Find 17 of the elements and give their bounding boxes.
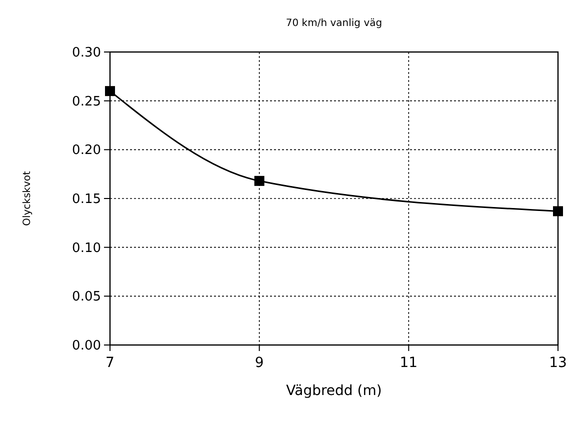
- y-tick-label: 0.30: [72, 46, 101, 61]
- y-tick-label: 0.20: [72, 143, 101, 158]
- x-tick-label: 7: [106, 355, 114, 371]
- x-tick-label: 11: [400, 355, 418, 371]
- y-axis-title: Olyckskvot: [22, 171, 33, 226]
- y-tick-label: 0.25: [72, 94, 101, 110]
- y-tick-label: 0.05: [72, 290, 101, 305]
- x-tick-label: 9: [254, 355, 264, 371]
- x-axis-title: Vägbredd (m): [286, 383, 382, 399]
- point: [105, 86, 115, 96]
- point: [553, 206, 563, 216]
- point: [254, 176, 264, 186]
- y-tick-label: 0.15: [72, 192, 101, 208]
- x-tick-label: 13: [549, 355, 567, 371]
- y-tick-label: 0.00: [72, 338, 101, 354]
- y-tick-label: 0.10: [72, 240, 101, 256]
- chart-title: 70 km/h vanlig väg: [286, 18, 382, 29]
